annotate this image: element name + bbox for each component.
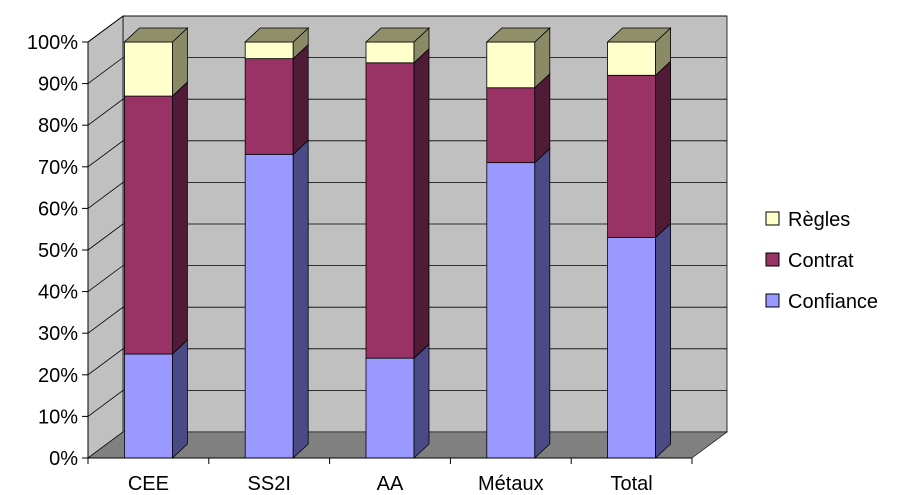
y-tick-label: 40% — [38, 282, 78, 304]
bar-face — [244, 58, 294, 155]
bar-confiance-cee — [124, 339, 188, 459]
y-tick-label: 0% — [49, 448, 78, 470]
y-tick-label: 90% — [38, 74, 78, 96]
x-tick-label: SS2I — [248, 473, 291, 495]
bar-stack-total — [606, 27, 672, 459]
bar-face — [365, 62, 415, 359]
legend-label: Contrat — [788, 250, 854, 272]
bar-group — [123, 27, 672, 459]
bar-contrat-aa — [365, 47, 430, 360]
x-tick-label: Total — [610, 473, 652, 495]
bar-stack-cee — [123, 27, 189, 459]
bar-regles-ss2i — [244, 27, 310, 60]
bar-face — [607, 74, 656, 238]
y-tick-label: 70% — [38, 157, 78, 179]
bar-side — [292, 43, 309, 156]
bar-contrat-cee — [124, 81, 188, 355]
bar-face — [124, 353, 173, 459]
bar-face — [607, 41, 656, 76]
bar-side — [655, 60, 671, 239]
legend-swatch — [765, 293, 780, 308]
legend-item-confiance: Confiance — [765, 291, 878, 313]
bar-top — [485, 27, 551, 43]
bar-top — [123, 27, 189, 43]
legend-swatch — [765, 211, 780, 226]
legend-swatch — [765, 252, 780, 267]
bar-regles-total — [606, 27, 672, 77]
bar-face — [244, 41, 294, 60]
bar-stack-aa — [364, 27, 431, 459]
axes — [82, 41, 693, 464]
y-tick-label: 10% — [38, 406, 78, 428]
bar-stack-ss2i — [244, 27, 310, 459]
bar-face — [486, 87, 536, 164]
bar-confiance-aa — [365, 343, 430, 459]
bar-face — [486, 41, 536, 89]
bar-side — [534, 72, 551, 164]
gridline — [87, 15, 727, 43]
bar-side — [534, 147, 551, 459]
bar-face — [365, 41, 415, 64]
bar-top — [606, 27, 672, 43]
legend: Règles Contrat Confiance — [765, 209, 878, 313]
bar-confiance-ss2i — [244, 139, 309, 459]
legend-label: Règles — [788, 209, 850, 231]
y-tick-labels: 0% 10% 20% 30% 40% 50% 60% 70% 80% 90% 100% — [27, 32, 78, 470]
legend-item-regles: Règles — [765, 209, 850, 231]
y-tick-label: 50% — [38, 240, 78, 262]
bar-face — [607, 237, 656, 459]
bar-face — [365, 357, 415, 459]
y-tick-label: 20% — [38, 365, 78, 387]
bar-top — [364, 27, 431, 43]
y-tick-label: 30% — [38, 323, 78, 345]
bar-contrat-ss2i — [244, 43, 309, 156]
x-tick-label: AA — [377, 473, 404, 495]
x-tick-label: CEE — [128, 473, 169, 495]
x-tick-label: Métaux — [478, 473, 544, 495]
y-tick-label: 100% — [27, 32, 78, 54]
bar-side — [413, 47, 430, 360]
bar-face — [124, 95, 173, 355]
bar-confiance-total — [607, 222, 671, 459]
legend-label: Confiance — [788, 291, 878, 313]
y-tick-label: 80% — [38, 115, 78, 137]
bar-confiance-metaux — [486, 147, 551, 459]
bar-stack-metaux — [485, 27, 551, 459]
x-tick-labels: CEE SS2I AA Métaux Total — [128, 473, 653, 495]
legend-item-contrat: Contrat — [765, 250, 854, 272]
bar-face — [244, 153, 294, 459]
bar-side — [655, 222, 671, 459]
bar-contrat-metaux — [486, 72, 551, 164]
bar-contrat-total — [607, 60, 671, 239]
bar-face — [486, 162, 536, 459]
bar-side — [171, 339, 188, 459]
bar-top — [244, 27, 310, 43]
bar-regles-metaux — [485, 27, 551, 89]
bar-side — [171, 81, 188, 355]
bar-side — [413, 343, 430, 459]
bar-side — [292, 139, 309, 459]
bar-face — [124, 41, 173, 97]
y-tick-label: 60% — [38, 198, 78, 220]
bar-regles-cee — [123, 27, 189, 98]
bar-regles-aa — [364, 27, 431, 64]
